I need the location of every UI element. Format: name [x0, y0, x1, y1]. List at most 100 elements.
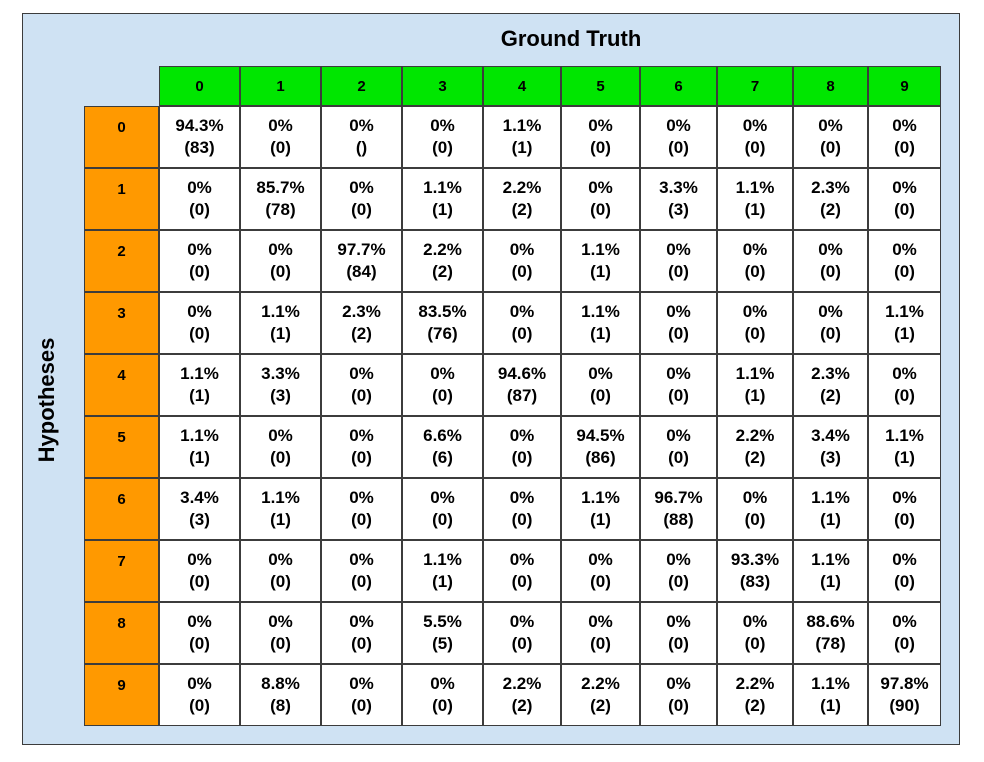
cell-percent: 0%: [268, 426, 293, 445]
cell-percent: 0%: [742, 240, 768, 259]
cell-percent: 0%: [509, 240, 535, 259]
cell-count: (87): [506, 386, 538, 405]
cell-percent: 0%: [666, 426, 691, 445]
cell-percent: 0%: [892, 364, 917, 383]
cell-count: (0): [820, 324, 841, 343]
matrix-cell-2-9: 0% (0): [868, 230, 941, 292]
matrix-cell-2-1: 0% (0): [240, 230, 321, 292]
matrix-cell-4-3: 0% (0): [402, 354, 483, 416]
matrix-cell-6-2: 0% (0): [321, 478, 402, 540]
cell-percent: 0%: [742, 302, 768, 321]
column-header-6: 6: [640, 66, 717, 106]
cell-percent: 1.1%: [180, 426, 219, 445]
cell-percent: 0%: [666, 674, 691, 693]
cell-percent: 0%: [268, 240, 293, 259]
matrix-cell-9-8: 1.1% (1): [793, 664, 868, 726]
cell-count: (0): [590, 634, 611, 653]
cell-count: (0): [894, 138, 915, 157]
cell-count: (2): [820, 386, 841, 405]
cell-count: (78): [265, 200, 296, 219]
matrix-cell-1-6: 3.3% (3): [640, 168, 717, 230]
cell-percent: 0%: [509, 426, 535, 445]
matrix-cell-7-1: 0% (0): [240, 540, 321, 602]
cell-count: (3): [668, 200, 689, 219]
cell-count: (0): [820, 138, 841, 157]
matrix-cell-7-8: 1.1% (1): [793, 540, 868, 602]
matrix-cell-1-1: 85.7% (78): [240, 168, 321, 230]
cell-percent: 1.1%: [735, 178, 775, 197]
cell-count: (1): [820, 696, 841, 715]
cell-percent: 3.4%: [811, 426, 850, 445]
cell-percent: 0%: [742, 612, 768, 631]
matrix-cell-8-1: 0% (0): [240, 602, 321, 664]
cell-count: (1): [432, 200, 453, 219]
cell-percent: 1.1%: [581, 240, 620, 259]
matrix-cell-6-0: 3.4% (3): [159, 478, 240, 540]
cell-count: (1): [270, 510, 291, 529]
cell-count: (0): [744, 510, 766, 529]
cell-percent: 0%: [892, 488, 917, 507]
matrix-cell-6-3: 0% (0): [402, 478, 483, 540]
matrix-cell-0-8: 0% (0): [793, 106, 868, 168]
cell-count: (0): [351, 200, 372, 219]
cell-percent: 94.3%: [175, 116, 224, 135]
row-header-5: 5: [84, 416, 159, 478]
cell-count: (0): [894, 510, 915, 529]
cell-count: (0): [668, 448, 689, 467]
row-header-9: 9: [84, 664, 159, 726]
cell-count: (0): [511, 634, 533, 653]
cell-count: (0): [668, 696, 689, 715]
matrix-cell-5-0: 1.1% (1): [159, 416, 240, 478]
matrix-cell-5-4: 0% (0): [483, 416, 561, 478]
cell-percent: 0%: [588, 178, 613, 197]
cell-count: (2): [820, 200, 841, 219]
matrix-cell-0-5: 0% (0): [561, 106, 640, 168]
cell-count: (0): [590, 200, 611, 219]
cell-count: (1): [189, 448, 210, 467]
matrix-cell-4-7: 1.1% (1): [717, 354, 793, 416]
cell-count: (0): [189, 262, 210, 281]
cell-count: (1): [270, 324, 291, 343]
cell-percent: 0%: [588, 116, 613, 135]
matrix-cell-9-2: 0% (0): [321, 664, 402, 726]
cell-count: (0): [511, 324, 533, 343]
cell-count: (1): [820, 510, 841, 529]
cell-count: (0): [744, 138, 766, 157]
matrix-cell-2-5: 1.1% (1): [561, 230, 640, 292]
matrix-cell-7-7: 93.3% (83): [717, 540, 793, 602]
matrix-cell-0-9: 0% (0): [868, 106, 941, 168]
matrix-cell-4-1: 3.3% (3): [240, 354, 321, 416]
matrix-cell-8-7: 0% (0): [717, 602, 793, 664]
cell-percent: 2.2%: [581, 674, 620, 693]
chart-title: Ground Truth: [500, 26, 642, 51]
cell-count: (0): [668, 324, 689, 343]
cell-count: (1): [511, 138, 533, 157]
cell-percent: 0%: [892, 116, 917, 135]
cell-count: (0): [351, 510, 372, 529]
matrix-cell-0-7: 0% (0): [717, 106, 793, 168]
cell-percent: 93.3%: [730, 550, 780, 569]
matrix-cell-0-1: 0% (0): [240, 106, 321, 168]
cell-percent: 96.7%: [654, 488, 703, 507]
matrix-cell-8-8: 88.6% (78): [793, 602, 868, 664]
cell-count: (0): [668, 262, 689, 281]
cell-percent: 85.7%: [256, 178, 305, 197]
cell-count: (1): [590, 324, 611, 343]
cell-percent: 0%: [268, 612, 293, 631]
matrix-cell-0-2: 0% (): [321, 106, 402, 168]
cell-percent: 0%: [349, 178, 374, 197]
cell-percent: 0%: [349, 116, 374, 135]
cell-count: (0): [351, 386, 372, 405]
cell-count: (0): [351, 634, 372, 653]
cell-count: (1): [894, 324, 915, 343]
matrix-cell-1-5: 0% (0): [561, 168, 640, 230]
matrix-cell-4-6: 0% (0): [640, 354, 717, 416]
cell-count: (2): [351, 324, 372, 343]
matrix-cell-3-0: 0% (0): [159, 292, 240, 354]
cell-count: (0): [894, 634, 915, 653]
cell-count: (86): [585, 448, 616, 467]
cell-percent: 0%: [187, 550, 212, 569]
matrix-cell-4-2: 0% (0): [321, 354, 402, 416]
cell-count: (): [355, 138, 368, 157]
matrix-cell-4-0: 1.1% (1): [159, 354, 240, 416]
